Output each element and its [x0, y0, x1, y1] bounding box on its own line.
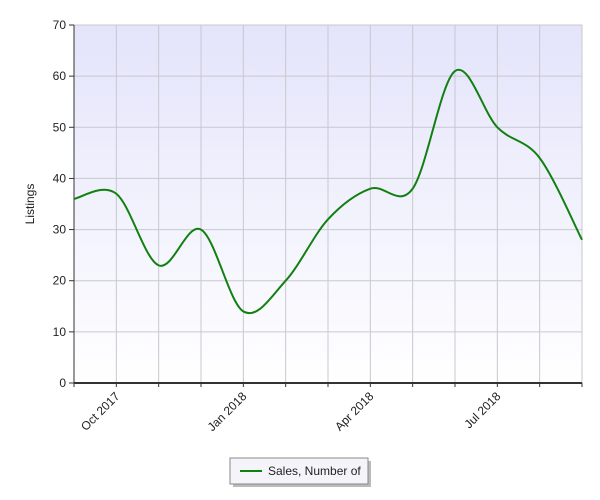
y-tick-label: 70 — [53, 18, 67, 32]
y-axis-label: Listings — [23, 184, 37, 225]
y-tick-label: 0 — [59, 376, 66, 390]
y-tick-label: 50 — [53, 120, 67, 134]
x-tick-label: Apr 2018 — [332, 389, 377, 434]
y-tick-label: 10 — [53, 325, 67, 339]
y-tick-label: 60 — [53, 69, 67, 83]
y-tick-label: 40 — [53, 171, 67, 185]
x-tick-label: Oct 2017 — [78, 389, 123, 434]
x-tick-label: Jan 2018 — [205, 389, 250, 434]
legend-label: Sales, Number of — [268, 464, 361, 478]
series-line — [73, 68, 583, 315]
x-tick-label: Jul 2018 — [461, 389, 503, 431]
y-tick-label: 20 — [53, 274, 67, 288]
y-tick-label: 30 — [53, 223, 67, 237]
legend: Sales, Number of — [229, 457, 371, 487]
